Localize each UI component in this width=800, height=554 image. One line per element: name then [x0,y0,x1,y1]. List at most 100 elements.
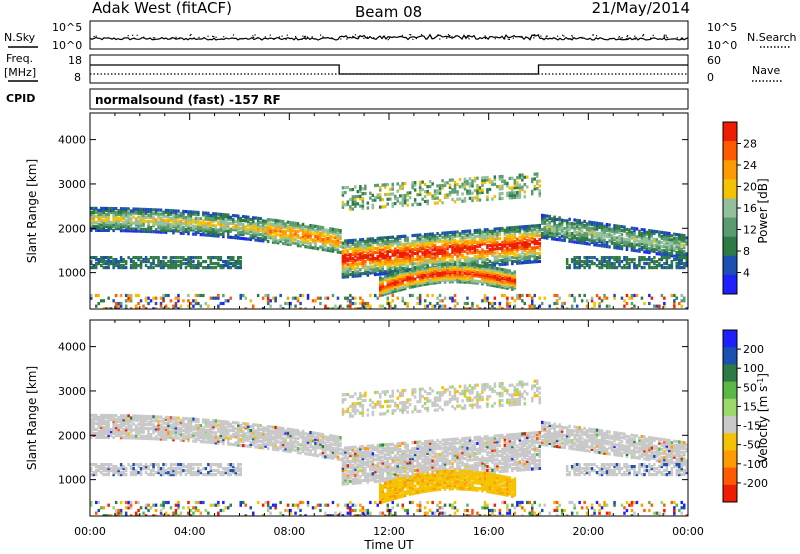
velocity-cell [105,415,108,420]
power-cell [501,187,504,191]
power-cell [421,245,424,249]
power-cell [593,262,596,266]
power-cell [613,293,616,298]
power-cell [194,266,198,270]
power-cell [324,296,327,300]
power-cell [668,247,671,251]
power-cell [486,279,489,283]
velocity-cell [124,432,128,436]
power-cell [511,228,514,232]
power-cell [456,234,459,238]
power-cell [252,226,255,230]
power-cell [573,228,576,232]
power-cell [212,220,215,224]
power-cell [219,264,223,268]
power-cell [431,267,434,271]
power-cell [354,185,357,189]
power-cell [314,244,317,248]
power-cell [309,237,312,242]
power-cell [453,274,457,279]
power-cell [90,228,93,232]
power-cell [436,240,439,244]
power-cell [252,216,255,220]
power-cell [401,266,404,270]
velocity-cell [134,426,138,430]
velocity-cell [144,418,148,423]
power-cell [458,177,462,182]
power-cell [391,293,394,298]
power-cell [503,252,507,256]
power-cell [144,264,148,268]
power-cell [610,241,614,245]
power-cell [448,267,452,271]
power-cell [369,249,372,253]
power-cell [364,247,367,251]
power-cell [194,212,198,216]
noise-search-dot [538,34,540,36]
power-cell [351,197,355,201]
power-cell [585,304,589,308]
power-cell [438,198,442,202]
power-cell [678,253,681,257]
power-cell [481,234,484,238]
power-cell [134,207,138,211]
power-cell [182,227,185,231]
power-cell [583,241,586,245]
power-cell [124,209,128,213]
power-cell [536,187,539,191]
power-cell [384,242,387,246]
power-cell [493,263,497,267]
velocity-cell [107,427,110,432]
velocity-cell [137,428,140,432]
power-cell [648,256,651,260]
power-cell [643,228,646,232]
power-cell [628,238,631,242]
power-cell [354,244,357,248]
power-cell [192,220,195,224]
power-cell [565,260,569,264]
power-cell [144,209,148,214]
power-cell [443,196,447,200]
power-cell [658,244,661,248]
power-cell [590,260,594,264]
power-cell [351,187,355,192]
power-cell [441,271,444,275]
power-cell [610,266,614,270]
power-cell [187,224,190,228]
power-cell [386,246,389,250]
power-cell [668,241,671,246]
velocity-cell [102,435,105,439]
power-cell [426,254,429,258]
power-cell [167,210,170,215]
power-cell [306,225,310,229]
power-cell [663,253,666,257]
power-cell [129,307,133,309]
power-cell [531,234,534,238]
power-cell [496,227,499,231]
velocity-cell [149,471,153,475]
power-cell [468,241,472,245]
power-cell [114,223,118,227]
power-cell [483,307,487,309]
power-cell [187,232,190,236]
power-cell [678,247,681,251]
power-cell [580,237,584,241]
power-cell [546,232,549,236]
power-cell [448,241,452,245]
power-cell [212,228,215,232]
power-cell [536,256,539,260]
power-cell [276,239,280,243]
power-cell [595,237,599,241]
power-cell [179,256,183,260]
power-cell [521,227,524,231]
power-cell [371,241,375,245]
power-cell [244,229,247,233]
power-cell [252,236,255,240]
velocity-cell [139,420,143,424]
power-cell [364,239,367,243]
power-cell [381,268,384,272]
power-cell [159,304,163,308]
power-cell [341,186,345,190]
power-cell [498,237,502,241]
